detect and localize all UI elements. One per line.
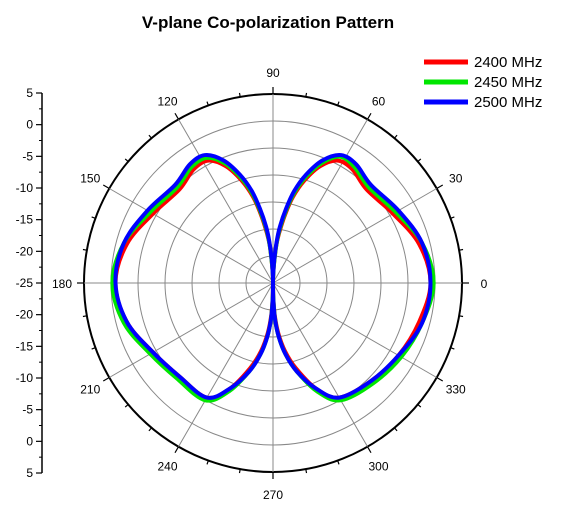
- angle-tick-mark: [174, 446, 180, 454]
- legend-label: 2450 MHz: [474, 74, 542, 91]
- series-line-2: [113, 152, 433, 400]
- angle-tick-mark: [394, 134, 398, 139]
- grid-spoke: [272, 119, 368, 284]
- angle-tick-mark: [102, 376, 110, 382]
- angle-tick-mark: [337, 101, 340, 106]
- angle-tick-mark: [174, 112, 180, 120]
- angle-label: 30: [449, 172, 463, 186]
- legend-label: 2400 MHz: [474, 54, 542, 71]
- legend-label: 2500 MHz: [474, 94, 542, 111]
- angle-tick-mark: [450, 216, 455, 219]
- angle-tick-mark: [206, 101, 209, 106]
- radial-tick-label: -10: [16, 371, 34, 385]
- angle-tick-mark: [436, 184, 444, 190]
- angle-tick-mark: [417, 158, 422, 162]
- angle-tick-mark: [124, 158, 129, 162]
- legend: 2400 MHz 2450 MHz 2500 MHz: [424, 54, 542, 111]
- angle-label: 150: [80, 172, 100, 186]
- radial-tick-label: -25: [16, 276, 34, 290]
- angle-tick-mark: [394, 427, 398, 432]
- grid-spoke: [178, 282, 274, 447]
- radial-tick-label: -5: [22, 149, 33, 163]
- angle-labels: 0 30 60 90 120 150 180 210 240 270 300 330: [52, 66, 488, 502]
- chart-title: V-plane Co-polarization Pattern: [142, 13, 394, 32]
- radial-axis: 5 0 -5 -10 -15 -20 -25 -20 -15 -10 -5 0 5: [16, 86, 43, 480]
- angle-label: 60: [372, 94, 386, 108]
- angle-tick-mark: [82, 315, 87, 318]
- radial-tick-label: 0: [26, 434, 33, 448]
- angle-label: 90: [266, 66, 280, 80]
- angle-tick-mark: [238, 469, 241, 474]
- series-lines: [110, 152, 436, 403]
- angle-label: 300: [368, 460, 388, 474]
- radial-tick-label: 5: [26, 86, 33, 100]
- angle-tick-mark: [82, 248, 87, 251]
- grid-spoke: [109, 188, 274, 284]
- grid-spoke: [178, 119, 274, 284]
- angle-tick-mark: [459, 315, 464, 318]
- radial-tick-label: -5: [22, 403, 33, 417]
- grid-spoke: [272, 282, 437, 378]
- radial-tick-label: -20: [16, 244, 34, 258]
- angle-tick-mark: [238, 92, 241, 97]
- angle-tick-mark: [124, 404, 129, 408]
- angle-tick-mark: [366, 112, 372, 120]
- angle-label: 210: [80, 383, 100, 397]
- angle-tick-mark: [91, 347, 96, 350]
- angle-tick-mark: [91, 216, 96, 219]
- angle-tick-mark: [459, 248, 464, 251]
- radial-tick-label: -15: [16, 339, 34, 353]
- grid-spoke: [109, 282, 274, 378]
- angle-tick-mark: [206, 460, 209, 465]
- angle-label: 180: [52, 277, 72, 291]
- angle-tick-mark: [148, 134, 152, 139]
- angle-tick-mark: [148, 427, 152, 432]
- radial-tick-label: -10: [16, 181, 34, 195]
- angle-tick-mark: [450, 347, 455, 350]
- angle-tick-mark: [366, 446, 372, 454]
- angle-label: 330: [446, 383, 466, 397]
- grid-spoke: [272, 282, 368, 447]
- angle-label: 240: [157, 460, 177, 474]
- grid-spoke: [272, 188, 437, 284]
- angle-tick-mark: [305, 469, 308, 474]
- angle-label: 270: [263, 488, 283, 502]
- radial-tick-label: 0: [26, 118, 33, 132]
- angle-tick-mark: [337, 460, 340, 465]
- radial-tick-label: -20: [16, 308, 34, 322]
- angle-tick-mark: [436, 376, 444, 382]
- angle-tick-mark: [305, 92, 308, 97]
- angle-label: 0: [481, 277, 488, 291]
- radial-tick-label: 5: [26, 466, 33, 480]
- angle-tick-mark: [102, 184, 110, 190]
- radial-tick-label: -15: [16, 213, 34, 227]
- angle-tick-mark: [417, 404, 422, 408]
- angle-label: 120: [157, 94, 177, 108]
